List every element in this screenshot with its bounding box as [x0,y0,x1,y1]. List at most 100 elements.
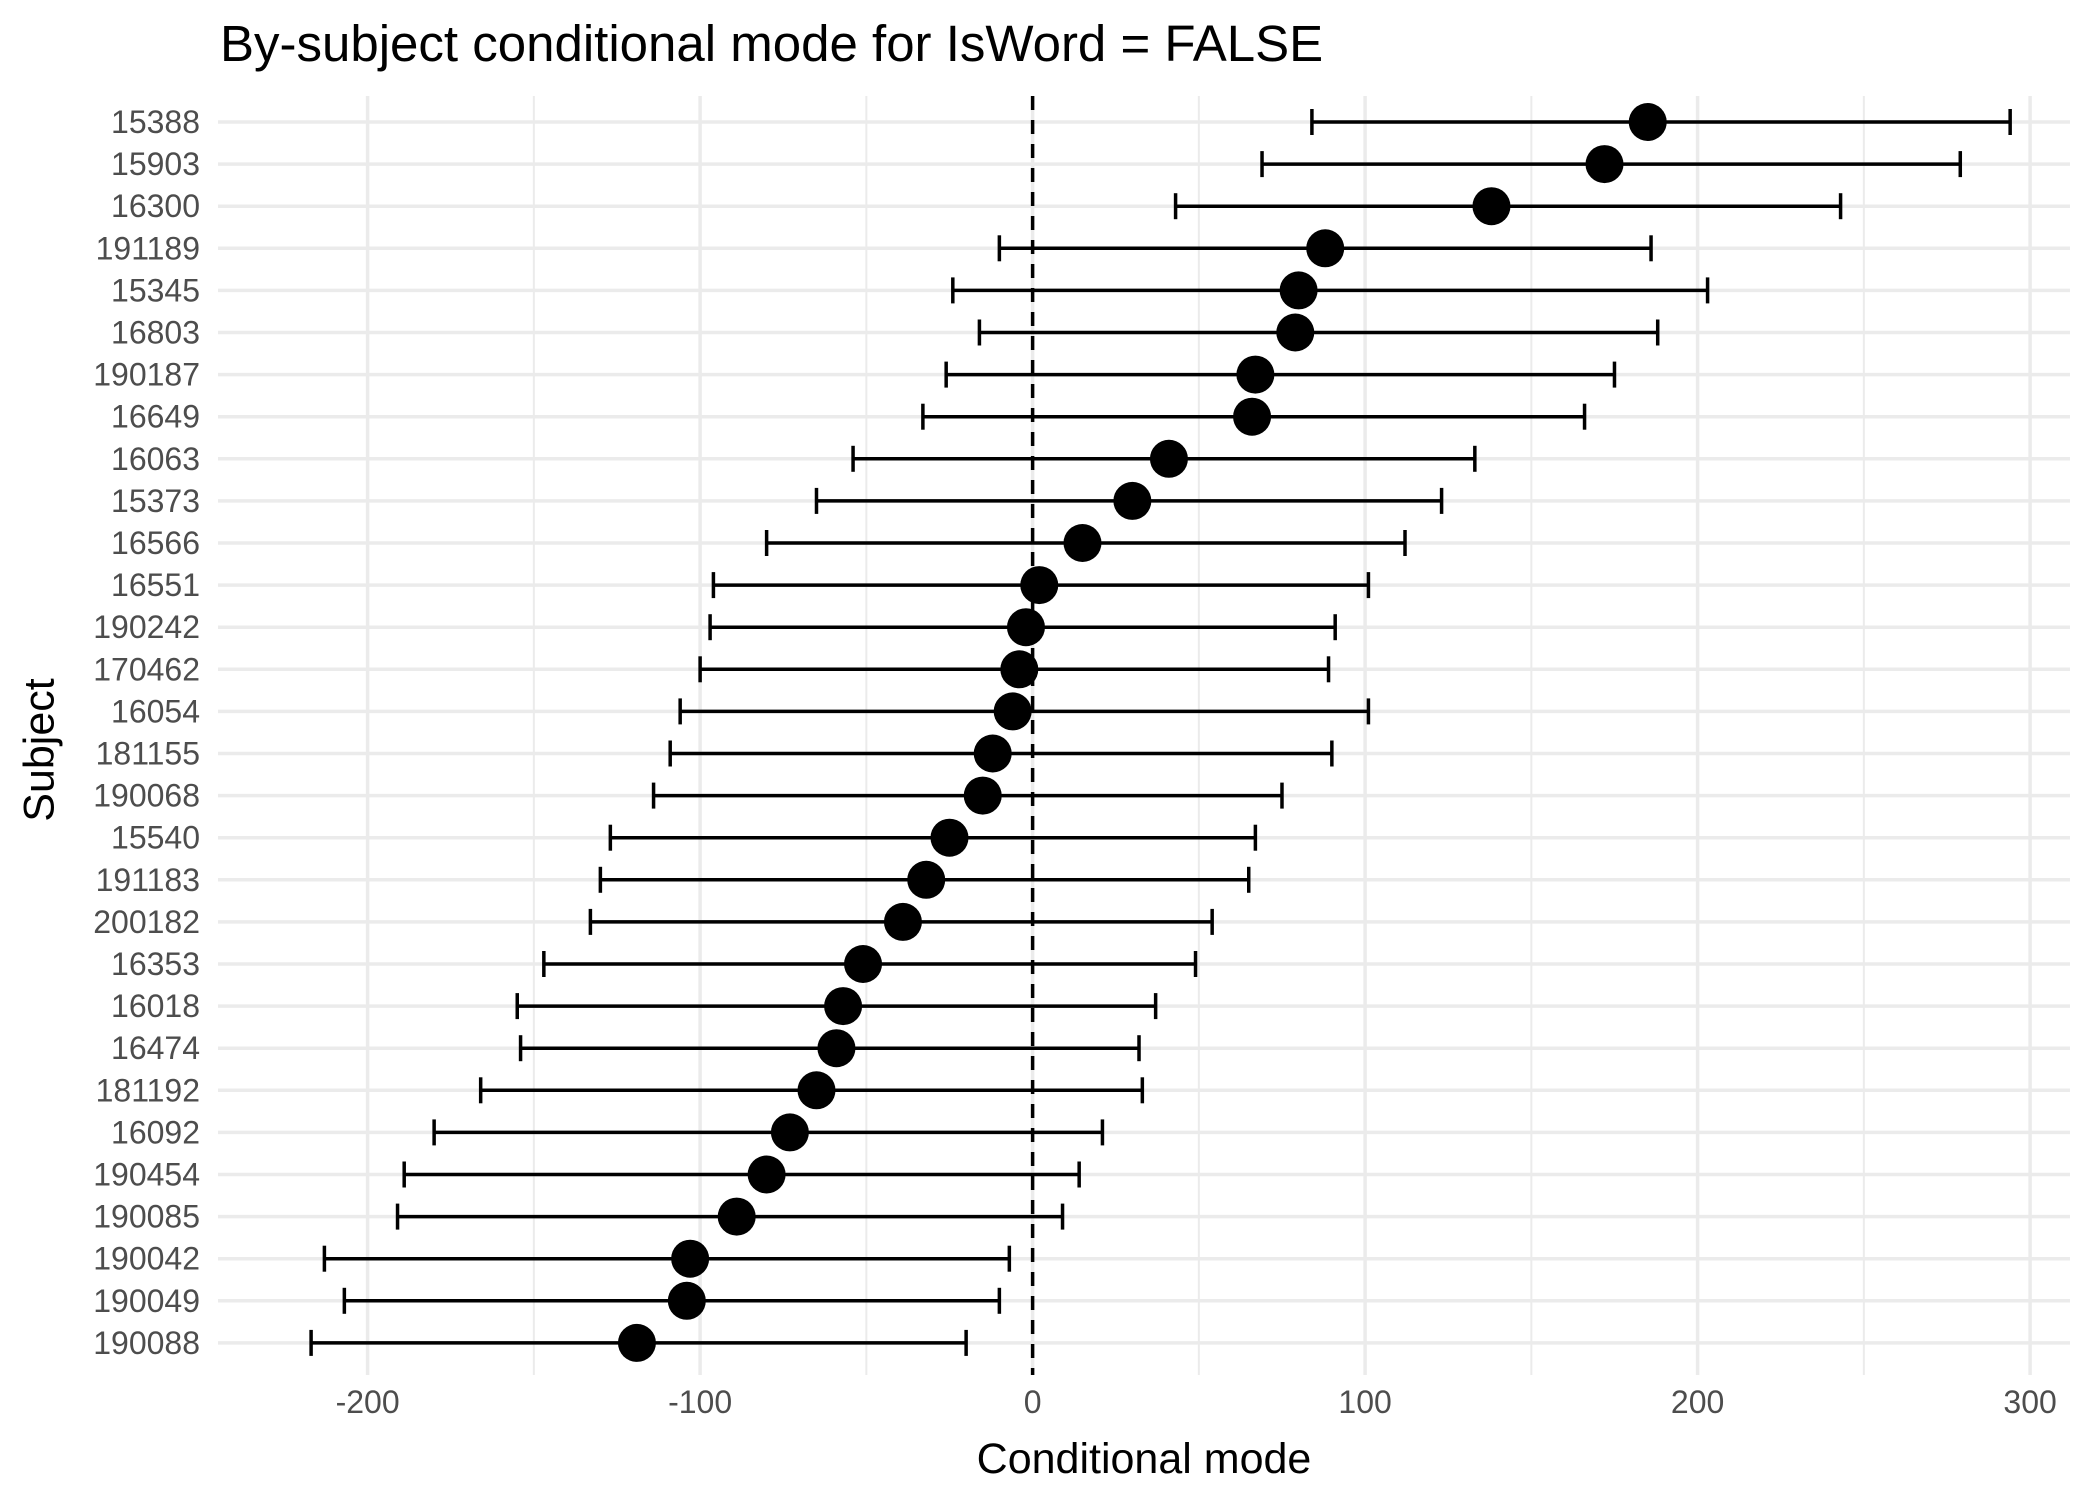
subject-row [598,860,1251,899]
data-series [309,103,2012,1362]
grid-lines [218,96,2070,1375]
y-tick-label: 190454 [93,1157,200,1193]
y-tick-label: 190242 [93,609,200,645]
data-point [770,1113,809,1152]
subject-row [608,818,1258,857]
y-tick-label: 170462 [93,651,200,687]
y-tick-label: 181192 [96,1072,200,1108]
subject-row [814,481,1444,520]
subject-row [1173,187,1843,226]
data-point [1472,187,1511,226]
y-tick-label: 16566 [111,525,200,561]
data-point [930,818,969,857]
subject-row [977,313,1660,352]
data-point [973,734,1012,773]
y-tick-label: 16551 [111,567,200,603]
subject-row [402,1155,1081,1194]
y-tick-label: 16803 [111,315,200,351]
data-point [1006,608,1045,647]
subject-row [515,987,1158,1026]
subject-row [951,271,1710,310]
y-tick-label: 190088 [93,1325,200,1361]
chart-title: By-subject conditional mode for IsWord =… [220,15,1324,72]
data-point [717,1197,756,1236]
subject-row [322,1239,1012,1278]
y-tick-label: 200182 [93,904,200,940]
data-point [747,1155,786,1194]
y-tick-label: 190068 [93,778,200,814]
data-point [1585,145,1624,184]
y-tick-label: 15540 [111,820,200,856]
data-point [671,1239,710,1278]
data-point [1628,103,1667,141]
data-point [797,1071,836,1110]
y-tick-label: 191183 [96,862,200,898]
data-point [1306,229,1345,268]
y-tick-label: 181155 [96,736,200,772]
data-point [1113,481,1152,520]
data-point [824,987,863,1026]
x-tick-label: 200 [1671,1384,1724,1420]
subject-row [1310,103,2012,141]
y-axis-tick-labels: 15388 15903 16300 191189 15345 16803 190187 166… [93,104,200,1361]
subject-row [518,1029,1141,1068]
subject-row [711,566,1371,605]
y-tick-label: 15388 [111,104,200,140]
subject-row [309,1323,968,1362]
y-tick-label: 15903 [111,146,200,182]
data-point [1020,566,1059,605]
subject-row [764,524,1407,562]
data-point [993,692,1032,731]
subject-row [997,229,1653,268]
subject-row [542,945,1198,983]
y-tick-label: 190042 [93,1241,200,1277]
data-point [1279,271,1318,310]
y-tick-label: 190085 [93,1199,200,1235]
y-tick-label: 16474 [111,1030,200,1066]
subject-row [698,650,1331,689]
y-tick-label: 16063 [111,441,200,477]
y-tick-label: 16054 [111,693,200,729]
subject-row [395,1197,1065,1236]
y-axis-title: Subject [15,678,64,822]
y-tick-label: 16092 [111,1114,200,1150]
subject-row [588,902,1214,941]
subject-row [342,1281,1002,1320]
subject-row [944,355,1617,394]
y-tick-label: 191189 [96,230,200,266]
x-axis-tick-labels: -200 -100 0 100 200 300 [336,1384,2057,1420]
y-tick-label: 16300 [111,188,200,224]
subject-row [478,1071,1145,1110]
subject-row [708,608,1337,647]
data-point [1233,397,1272,436]
y-tick-label: 16018 [111,988,200,1024]
x-axis-title: Conditional mode [976,1435,1312,1483]
data-point [1000,650,1039,689]
y-tick-label: 15373 [111,483,200,519]
subject-row [921,397,1587,436]
x-tick-label: 100 [1338,1384,1391,1420]
subject-row [651,776,1284,815]
subject-row [1260,145,1963,184]
subject-row [851,439,1477,478]
data-point [617,1323,656,1362]
data-point [667,1281,706,1320]
subject-row [432,1113,1105,1152]
data-point [1236,355,1275,394]
data-point [1276,313,1315,352]
y-tick-label: 190187 [93,357,200,393]
data-point [883,902,922,941]
data-point [963,776,1002,815]
data-point [1149,439,1188,478]
y-tick-label: 15345 [111,272,200,308]
x-tick-label: -100 [668,1384,732,1420]
subject-row [668,734,1334,773]
data-point [817,1029,856,1068]
subject-row [678,692,1371,731]
y-tick-label: 16649 [111,399,200,435]
data-point [844,945,883,983]
data-point [1063,524,1102,562]
y-tick-label: 190049 [93,1283,200,1319]
